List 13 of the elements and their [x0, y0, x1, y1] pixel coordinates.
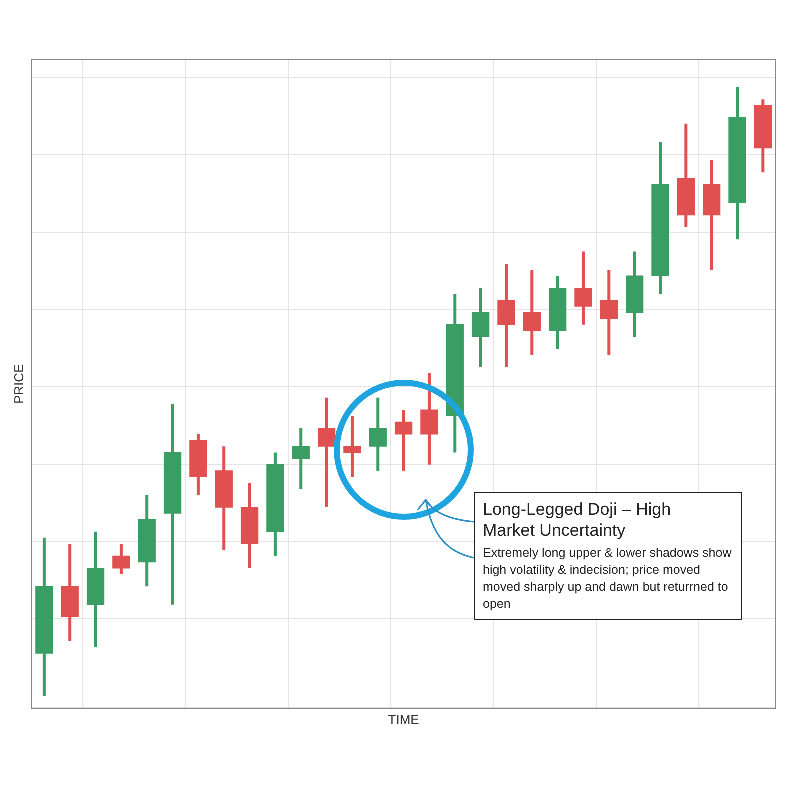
y-axis-title: PRICE	[11, 364, 26, 404]
candlestick	[394, 410, 413, 471]
candlestick	[369, 398, 387, 471]
annotation: Long-Legged Doji – High Market Uncertainty	[483, 499, 672, 541]
candlestick	[600, 270, 618, 356]
x-axis-title: TIME	[388, 712, 420, 727]
candlestick	[292, 428, 310, 490]
annotation: Extremely long upper & lower shadows show high volatility & indecision; price moved moved sharply up and dawn but returrned to open	[483, 545, 733, 613]
candlestick	[112, 544, 130, 574]
candlestick	[574, 252, 592, 325]
candlestick	[318, 398, 336, 508]
candlestick	[523, 270, 541, 356]
candlestick	[344, 416, 362, 478]
